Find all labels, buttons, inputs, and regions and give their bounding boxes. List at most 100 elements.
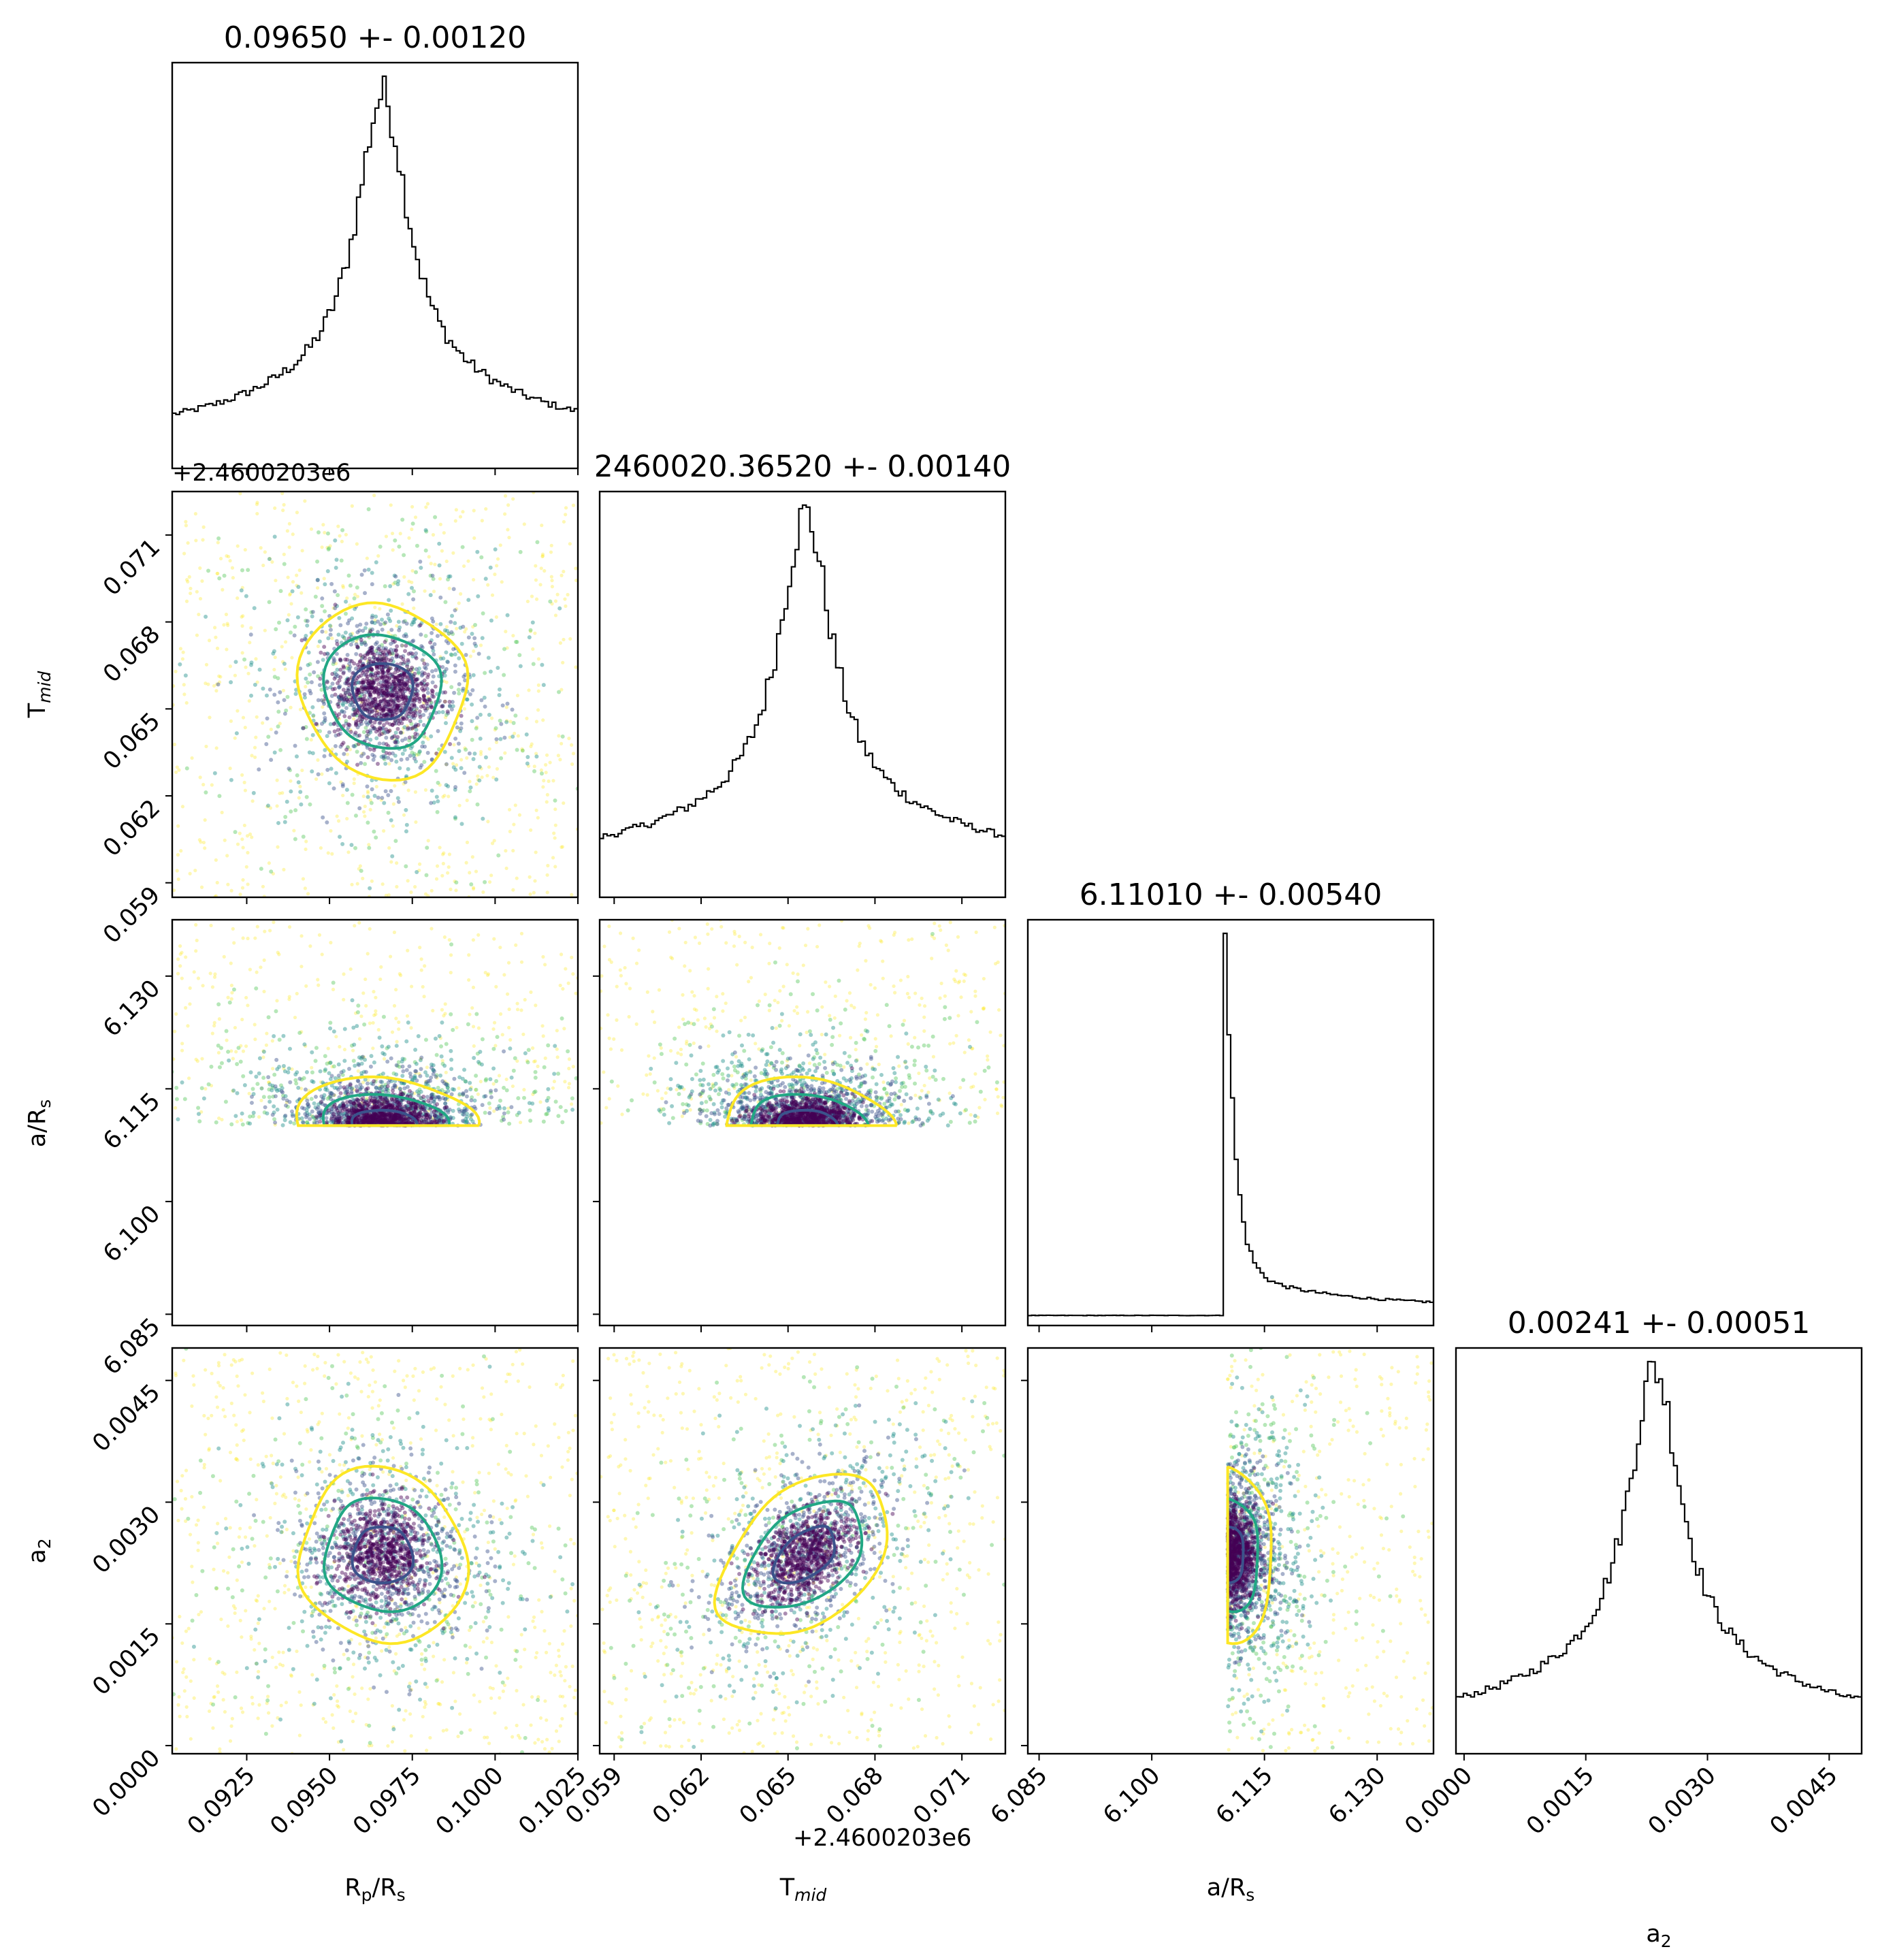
scatter-point [540, 1024, 545, 1028]
scatter-point [518, 1121, 523, 1125]
scatter-point [366, 952, 370, 956]
scatter-point [359, 760, 363, 765]
scatter-point [541, 718, 545, 722]
scatter-point [214, 689, 218, 693]
scatter-point [277, 952, 281, 957]
scatter-point [363, 977, 368, 982]
scatter-point [383, 1117, 387, 1122]
scatter-point [415, 724, 419, 728]
scatter-point [365, 652, 370, 657]
scatter-point [398, 673, 403, 678]
scatter-point [284, 1103, 289, 1108]
scatter-point [394, 1016, 398, 1021]
scatter-point [926, 1090, 930, 1095]
scatter-point [261, 1049, 266, 1054]
scatter-point [331, 606, 336, 610]
scatter-point [468, 1080, 472, 1085]
scatter-point [395, 1063, 400, 1068]
hist-panel-1: 2460020.36520 +- 0.00140 [594, 449, 1011, 904]
scatter-point [344, 719, 349, 724]
scatter-point [430, 927, 434, 931]
scatter-point [704, 1025, 708, 1029]
scatter-point [408, 754, 412, 758]
scatter-point [293, 1078, 298, 1082]
scatter-point [650, 1113, 654, 1117]
scatter-point [609, 1047, 613, 1051]
scatter-point [493, 1088, 498, 1093]
scatter-point [374, 649, 378, 654]
scatter-point [385, 1059, 390, 1064]
scatter-point [347, 1108, 352, 1112]
scatter-point [858, 942, 862, 946]
scatter-point [470, 1119, 475, 1124]
scatter-point [379, 658, 384, 662]
scatter-point [395, 1106, 400, 1110]
scatter-point [515, 748, 519, 752]
scatter-point [221, 588, 225, 592]
scatter-point [361, 730, 366, 735]
scatter-point [442, 1119, 447, 1123]
scatter-point [444, 1042, 449, 1046]
scatter-point [400, 686, 404, 691]
scatter-point [444, 1105, 449, 1110]
scatter-point [764, 1121, 769, 1125]
scatter-point [461, 1109, 466, 1114]
scatter-point [299, 1077, 304, 1082]
scatter-point [414, 1105, 419, 1110]
scatter-point [403, 683, 408, 688]
scatter-point [214, 858, 218, 862]
scatter-point [948, 920, 952, 925]
scatter-point [382, 713, 387, 718]
scatter-point [353, 1110, 358, 1114]
scatter-point [305, 619, 310, 624]
scatter-point [442, 438, 446, 442]
scatter-point [706, 932, 710, 936]
scatter-point [502, 1117, 506, 1122]
scatter-point [419, 1089, 423, 1094]
scatter-point [371, 1118, 376, 1123]
scatter-point [510, 707, 515, 712]
scatter-point [359, 673, 363, 678]
scatter-point [978, 1089, 983, 1094]
scatter-point [283, 1094, 288, 1099]
scatter-point [257, 1071, 261, 1076]
scatter-point [414, 728, 419, 733]
scatter-point [345, 1089, 350, 1094]
hist-panel-0: 0.09650 +- 0.00120 [171, 20, 579, 475]
scatter-point [354, 1104, 359, 1108]
scatter-point [942, 1016, 947, 1021]
scatter-point [319, 1110, 323, 1114]
scatter-point [114, 1082, 118, 1087]
scatter-point [233, 660, 238, 664]
scatter-point [490, 593, 495, 597]
scatter-point [377, 644, 382, 649]
scatter-point [656, 1074, 660, 1078]
scatter-point [507, 1121, 512, 1126]
scatter-point [387, 893, 391, 897]
scatter-point [385, 1095, 389, 1100]
scatter-point [310, 1070, 314, 1075]
scatter-point [364, 1114, 369, 1119]
scatter-point [267, 557, 272, 562]
scatter-point [333, 606, 338, 611]
scatter-point [243, 726, 247, 730]
scatter-point [897, 1064, 901, 1068]
scatter-point [401, 657, 406, 662]
scatter-point [373, 708, 378, 713]
scatter-point [637, 948, 641, 952]
scatter-point [268, 929, 272, 933]
scatter-point [293, 1072, 298, 1077]
scatter-point [391, 824, 395, 828]
scatter-point [446, 641, 451, 645]
scatter-point [511, 1068, 516, 1073]
scatter-point [306, 892, 310, 896]
scatter-point [370, 675, 375, 679]
scatter-point [401, 692, 406, 697]
scatter-point [659, 1107, 663, 1111]
scatter-point [397, 544, 402, 549]
scatter-point [412, 752, 417, 756]
scatter-point [393, 712, 398, 717]
scatter-point [226, 882, 230, 886]
scatter-point [696, 1018, 700, 1022]
scatter-point [380, 1117, 385, 1122]
